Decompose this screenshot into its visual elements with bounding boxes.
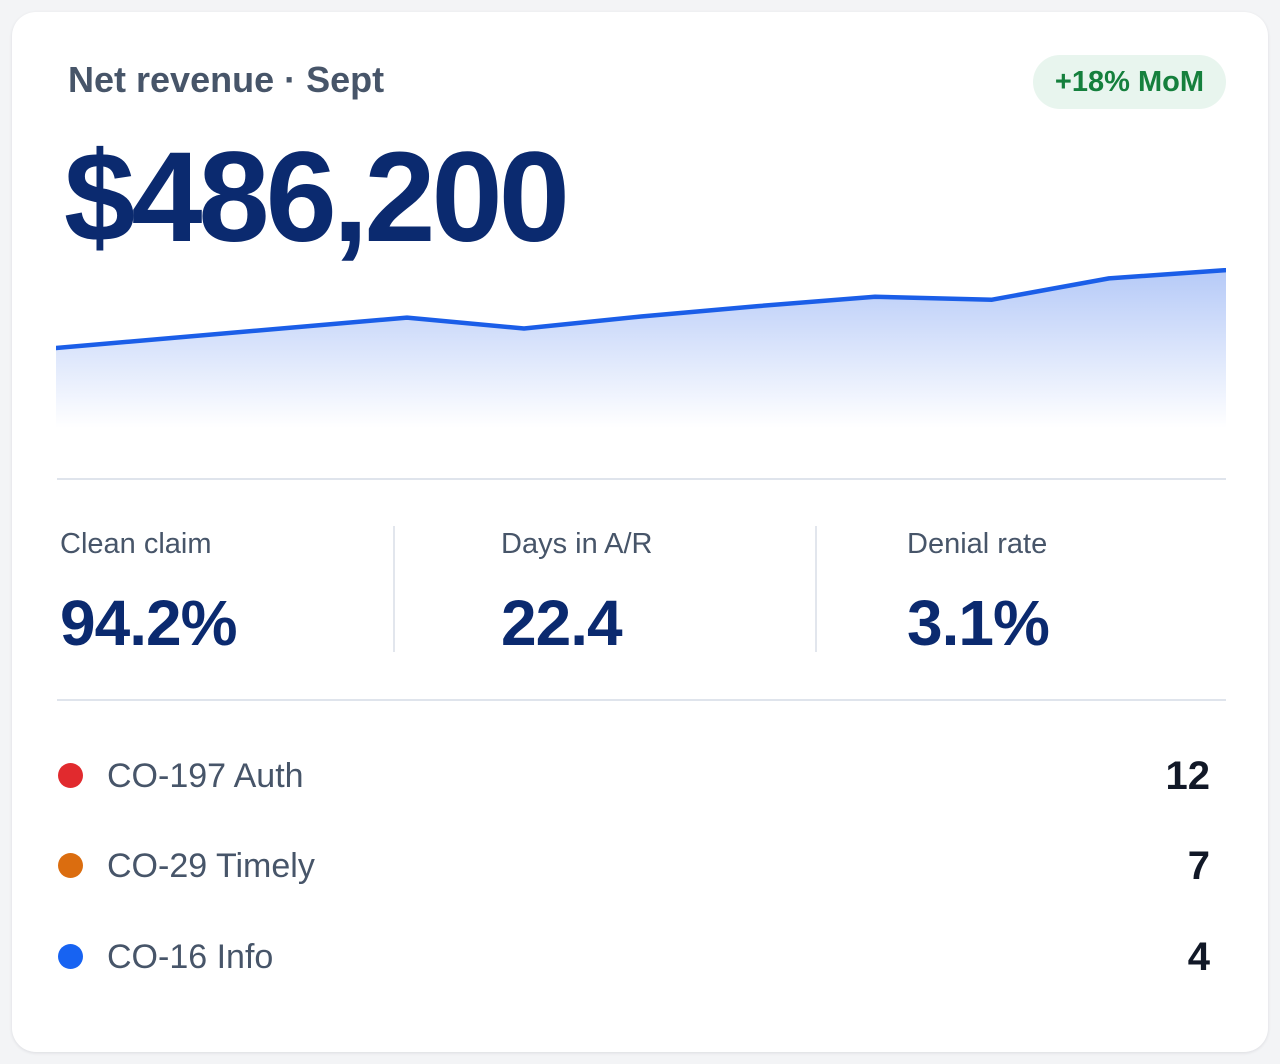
- stat-separator: [815, 526, 817, 652]
- stat-value: 3.1%: [907, 587, 1050, 659]
- card-title: Net revenue · Sept: [68, 59, 385, 100]
- denial-code-label: CO-197 Auth: [107, 757, 304, 795]
- denial-row-co-29: CO-29 Timely 7: [58, 840, 1218, 892]
- stat-value: 22.4: [501, 587, 623, 659]
- status-dot-icon: [58, 944, 83, 969]
- denial-code-label: CO-29 Timely: [107, 847, 315, 885]
- mom-change-badge: +18% MoM: [1032, 55, 1226, 109]
- stat-clean-claim: Clean claim 94.2%: [60, 524, 237, 659]
- net-revenue-card: Net revenue · Sept +18% MoM $486,200 Cle…: [12, 12, 1268, 1052]
- sparkline-line: [56, 268, 1226, 351]
- stat-separator: [393, 526, 395, 652]
- denial-row-co-197: CO-197 Auth 12: [58, 750, 1218, 802]
- denial-count: 4: [1187, 935, 1210, 979]
- denial-count: 12: [1165, 754, 1211, 798]
- chart-divider: [57, 478, 1226, 480]
- net-revenue-value: $486,200: [64, 126, 570, 269]
- stat-denial-rate: Denial rate 3.1%: [907, 524, 1050, 659]
- stats-divider: [57, 699, 1226, 701]
- stat-label: Clean claim: [60, 528, 212, 560]
- denial-count: 7: [1187, 844, 1210, 888]
- status-dot-icon: [58, 763, 83, 788]
- stat-label: Denial rate: [907, 528, 1048, 560]
- revenue-sparkline: [56, 268, 1226, 428]
- stat-days-in-ar: Days in A/R 22.4: [501, 524, 653, 658]
- status-dot-icon: [58, 853, 83, 878]
- denial-row-co-16: CO-16 Info 4: [58, 931, 1218, 983]
- denial-code-label: CO-16 Info: [107, 938, 274, 976]
- sparkline-area: [56, 270, 1226, 428]
- stat-value: 94.2%: [60, 587, 237, 659]
- stat-label: Days in A/R: [501, 528, 653, 560]
